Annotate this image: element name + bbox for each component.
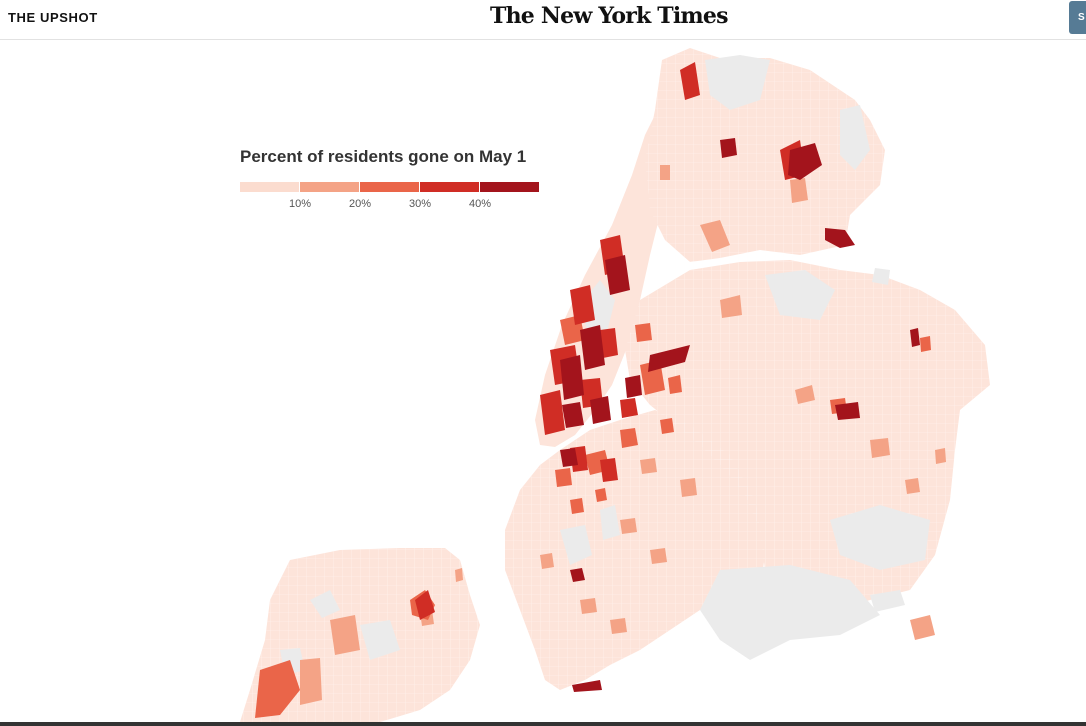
no-data-areas xyxy=(280,55,930,675)
map-legend: Percent of residents gone on May 1 10% 2… xyxy=(240,147,540,214)
legend-swatch-1 xyxy=(240,182,299,192)
legend-color-scale xyxy=(240,182,540,192)
legend-tick-40: 40% xyxy=(468,198,492,210)
tracts-bin-5[interactable] xyxy=(560,138,920,692)
upshot-section-link[interactable]: THE UPSHOT xyxy=(8,10,98,25)
nyt-masthead-logo[interactable]: The New York Times xyxy=(490,3,728,29)
legend-tick-10: 10% xyxy=(288,198,312,210)
legend-swatch-4 xyxy=(420,182,479,192)
tracts-bin-3[interactable] xyxy=(255,315,931,718)
site-header: THE UPSHOT The New York Times S xyxy=(0,0,1086,40)
legend-tick-30: 30% xyxy=(408,198,432,210)
legend-swatch-2 xyxy=(300,182,359,192)
nyc-choropleth-map[interactable] xyxy=(0,40,1086,722)
subscribe-button[interactable]: S xyxy=(1069,1,1086,34)
legend-swatch-3 xyxy=(360,182,419,192)
tracts-bin-2[interactable] xyxy=(300,165,946,705)
legend-tick-20: 20% xyxy=(348,198,372,210)
legend-tick-labels: 10% 20% 30% 40% xyxy=(240,198,540,214)
legend-title: Percent of residents gone on May 1 xyxy=(240,147,527,166)
legend-swatch-5 xyxy=(480,182,539,192)
bottom-edge xyxy=(0,722,1086,726)
